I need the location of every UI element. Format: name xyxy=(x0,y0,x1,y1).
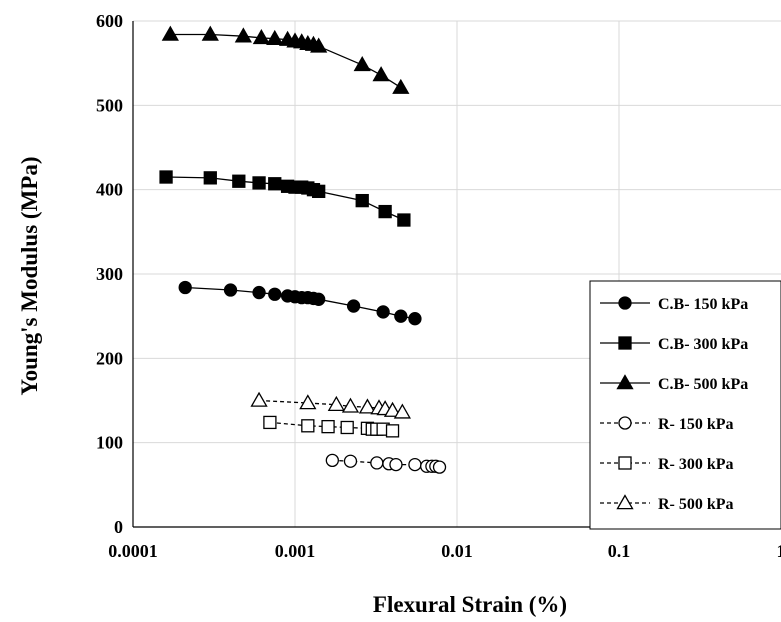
data-point xyxy=(383,401,402,417)
y-tick-label: 300 xyxy=(96,264,123,284)
x-tick-label: 0.0001 xyxy=(108,541,158,561)
x-tick-label: 1 xyxy=(777,541,781,561)
data-point xyxy=(393,403,411,419)
legend-marker xyxy=(618,336,632,350)
tick-labels: 0 100 200 300 400 500 600 0.0001 0.001 0.01 0.1 1 xyxy=(96,11,781,561)
data-point xyxy=(378,204,392,219)
x-tick-label: 0.001 xyxy=(275,541,316,561)
data-point xyxy=(203,171,217,185)
data-point xyxy=(408,312,422,326)
x-tick-label: 0.01 xyxy=(441,541,473,561)
data-point xyxy=(299,394,317,410)
data-point xyxy=(353,56,371,72)
data-point xyxy=(389,457,403,472)
data-point xyxy=(234,27,252,43)
series-line xyxy=(269,421,393,432)
legend-box xyxy=(589,280,781,530)
data-point xyxy=(266,29,284,45)
data-point xyxy=(201,25,219,41)
legend-label: R- 150 kPa xyxy=(658,416,734,433)
data-point xyxy=(310,37,328,53)
legend-item: C.B- 500 kPa xyxy=(600,374,748,393)
legend-item: R- 500 kPa xyxy=(600,494,734,513)
legend-label: C.B- 500 kPa xyxy=(658,376,748,393)
y-tick-label: 600 xyxy=(96,11,123,31)
y-tick-label: 400 xyxy=(96,180,123,200)
data-point xyxy=(325,453,339,468)
y-tick-label: 200 xyxy=(96,348,123,368)
series-5 xyxy=(250,391,411,419)
data-point xyxy=(312,184,326,199)
legend-item: C.B- 300 kPa xyxy=(600,336,748,353)
legend: C.B- 150 kPa C.B- 300 kPa C.B- 500 kPa R- 1… xyxy=(589,280,781,530)
grid-lines xyxy=(133,20,781,527)
plot-area xyxy=(159,25,447,474)
legend-item: R- 150 kPa xyxy=(600,416,734,433)
data-point xyxy=(252,29,270,45)
series-2 xyxy=(161,25,410,94)
legend-item: R- 300 kPa xyxy=(600,456,734,473)
data-point xyxy=(252,176,266,190)
data-point xyxy=(327,395,345,411)
data-point xyxy=(252,285,266,300)
legend-marker xyxy=(618,456,632,470)
legend-label: C.B- 300 kPa xyxy=(658,336,748,353)
data-point xyxy=(346,299,361,313)
series-0 xyxy=(178,280,422,326)
data-point xyxy=(392,78,410,94)
data-point xyxy=(376,305,390,319)
series-1 xyxy=(159,170,411,227)
y-tick-label: 500 xyxy=(96,95,123,115)
data-point xyxy=(250,391,268,407)
y-axis-label: Young's Modulus (MPa) xyxy=(17,157,42,396)
data-point xyxy=(432,460,447,474)
data-point xyxy=(268,177,282,191)
legend-marker xyxy=(616,374,634,390)
x-axis-label: Flexural Strain (%) xyxy=(373,592,567,617)
legend-item: C.B- 150 kPa xyxy=(600,296,748,313)
data-point xyxy=(223,283,238,297)
data-point xyxy=(340,420,354,435)
data-point xyxy=(232,174,246,188)
data-point xyxy=(343,454,358,468)
data-point xyxy=(268,287,282,301)
data-point xyxy=(263,415,277,430)
series-4 xyxy=(263,415,400,438)
data-point xyxy=(321,419,335,434)
data-point xyxy=(394,309,408,323)
legend-marker xyxy=(618,416,632,430)
data-point xyxy=(408,457,422,472)
data-point xyxy=(372,66,390,82)
data-point xyxy=(358,398,377,414)
data-point xyxy=(341,397,360,413)
y-tick-label: 100 xyxy=(96,433,123,453)
data-point xyxy=(385,424,400,438)
data-point xyxy=(397,213,411,227)
data-point xyxy=(355,193,369,208)
data-point xyxy=(178,280,192,295)
legend-label: C.B- 150 kPa xyxy=(658,296,748,313)
legend-label: R- 300 kPa xyxy=(658,456,734,473)
legend-label: R- 500 kPa xyxy=(658,496,734,513)
data-point xyxy=(159,170,173,184)
data-point xyxy=(161,25,179,41)
x-tick-label: 0.1 xyxy=(608,541,631,561)
series-3 xyxy=(325,453,447,474)
legend-marker xyxy=(618,296,632,310)
legend-marker xyxy=(616,494,634,510)
data-point xyxy=(301,419,315,433)
data-point xyxy=(312,292,326,306)
data-point xyxy=(370,456,384,470)
y-tick-label: 0 xyxy=(114,517,123,537)
